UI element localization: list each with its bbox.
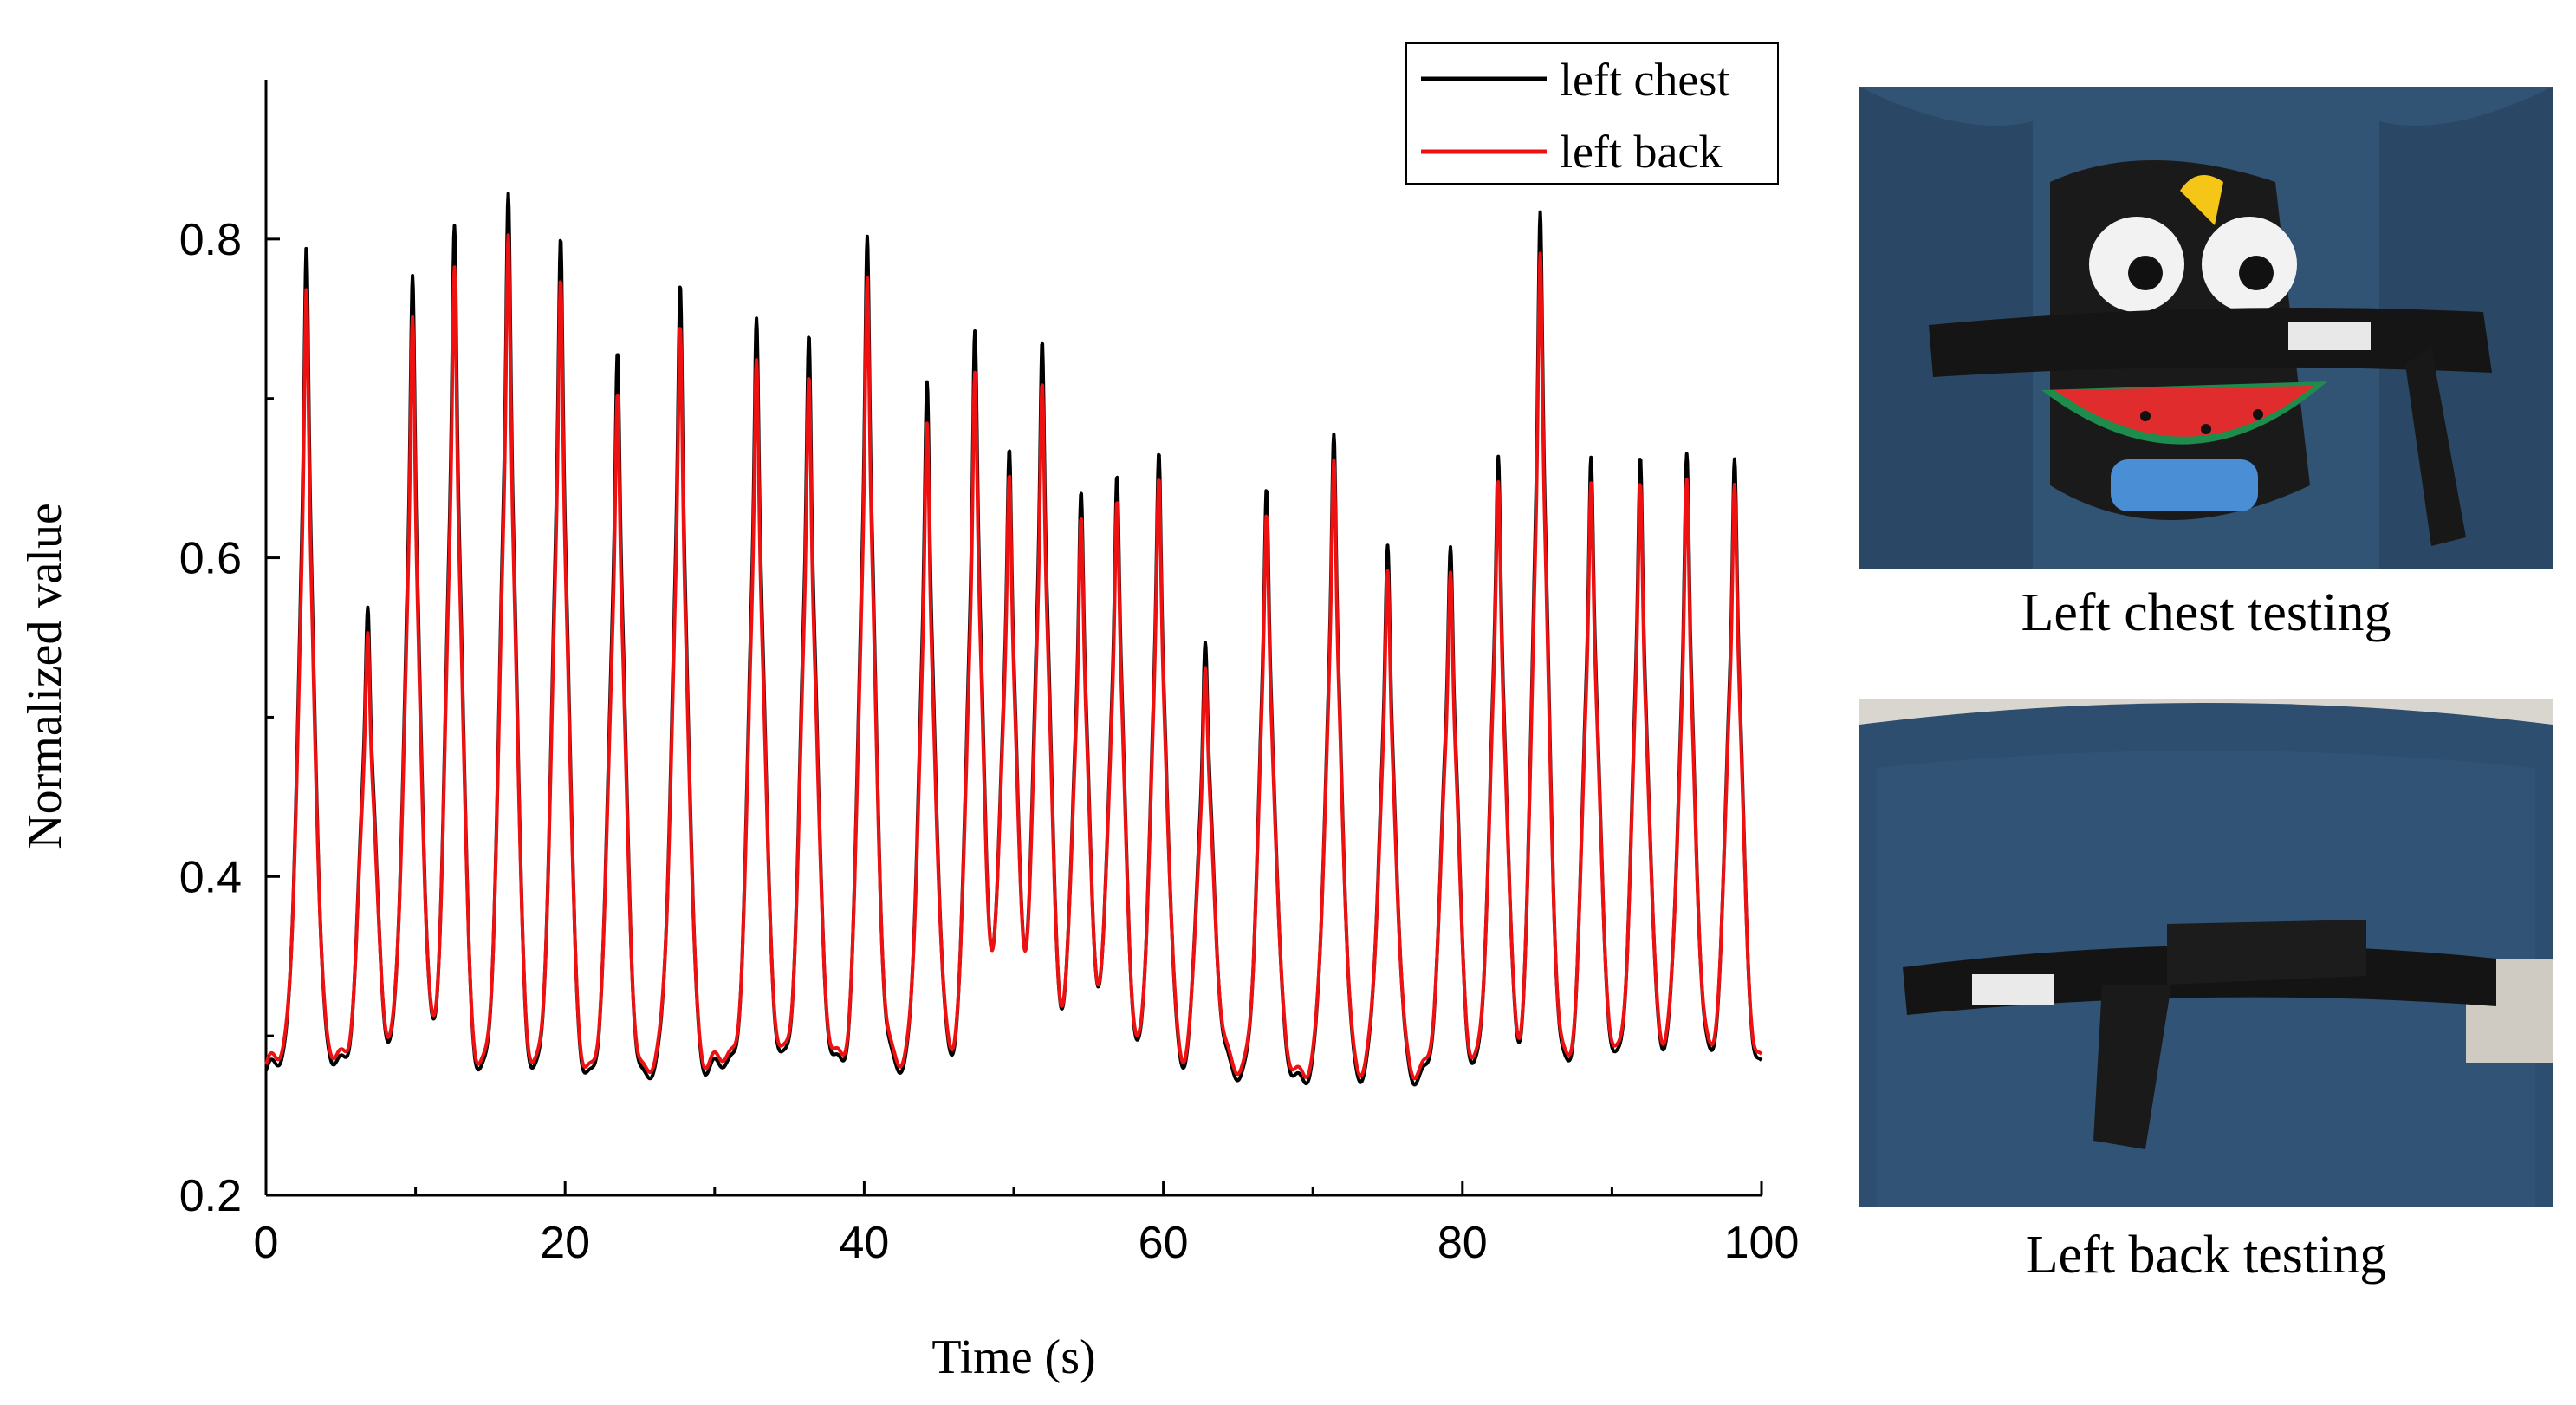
legend-label-left-back: left back — [1560, 126, 1722, 178]
y-tick-label: 0.4 — [179, 852, 242, 902]
x-tick-label: 60 — [1139, 1218, 1189, 1268]
x-tick-label: 20 — [540, 1218, 590, 1268]
legend-label-left-chest: left chest — [1560, 54, 1729, 106]
y-tick-label: 0.6 — [179, 534, 242, 584]
y-tick-label: 0.8 — [179, 215, 242, 265]
chest-photo-caption: Left chest testing — [2021, 583, 2391, 642]
x-tick-label: 80 — [1437, 1218, 1488, 1268]
legend: left chest left back — [1405, 42, 1779, 185]
back-strap-photo — [1859, 699, 2553, 1207]
axis-ticks — [264, 237, 1763, 1197]
back-photo-caption: Left back testing — [2025, 1226, 2387, 1285]
x-tick-label: 0 — [254, 1218, 279, 1268]
legend-box — [1405, 42, 1779, 185]
x-tick-label: 100 — [1724, 1218, 1800, 1268]
axis-tick-labels: 0 20 40 60 80 100 0.2 0.4 0.6 0.8 — [179, 215, 1800, 1268]
chest-strap-photo — [1859, 87, 2553, 569]
x-tick-label: 40 — [839, 1218, 889, 1268]
y-tick-label: 0.2 — [179, 1171, 242, 1221]
series-line-left-back — [264, 233, 1763, 1081]
y-axis-title: Normalized value — [18, 503, 72, 849]
x-axis-title: Time (s) — [931, 1330, 1095, 1384]
